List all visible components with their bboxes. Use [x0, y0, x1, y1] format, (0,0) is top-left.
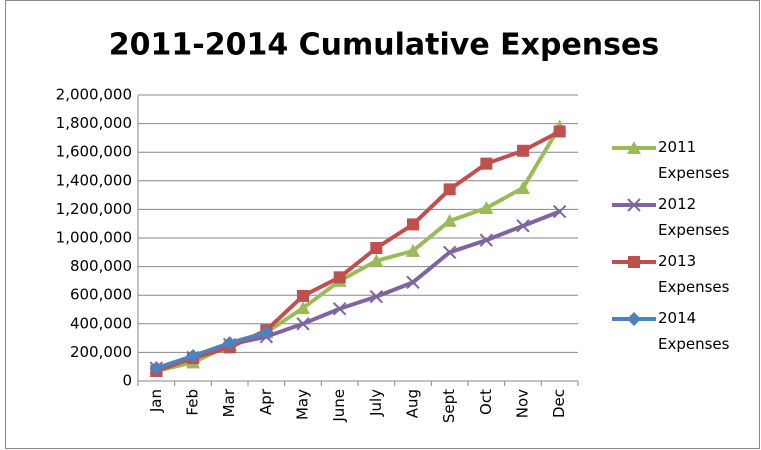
marker	[369, 289, 384, 304]
marker	[442, 213, 457, 227]
marker	[297, 289, 309, 302]
marker	[628, 256, 640, 268]
series	[149, 325, 274, 376]
y-tick-label: 200,000	[70, 343, 132, 361]
line	[155, 129, 561, 373]
x-tick-label: Aug	[404, 389, 422, 418]
legend-label-box: 2013 Expenses	[658, 252, 730, 296]
x-tick-label: Jan	[147, 389, 165, 413]
marker	[627, 141, 641, 154]
legend-label: 2011 Expenses	[658, 138, 730, 182]
y-tick-label: 1,600,000	[56, 143, 132, 161]
marker	[517, 144, 529, 157]
chart-border	[5, 0, 760, 449]
marker	[259, 325, 274, 340]
marker	[332, 302, 347, 316]
y-tick-label: 1,400,000	[56, 171, 132, 189]
chart-title: 2011-2014 Cumulative Expenses	[109, 28, 659, 63]
legend-label: 2012 Expenses	[658, 195, 730, 239]
y-tick-label: 1,200,000	[56, 200, 132, 218]
legend-label-box: 2014 Expenses	[658, 309, 730, 353]
x-tick-label: Dec	[550, 389, 568, 418]
x-tick-label: Sept	[440, 389, 458, 423]
x-tick-label: May	[294, 389, 312, 420]
marker	[516, 219, 530, 233]
marker	[443, 183, 456, 196]
y-tick-label: 600,000	[70, 286, 132, 304]
marker	[479, 233, 494, 247]
marker	[186, 348, 200, 363]
x-tick-label: Apr	[257, 388, 275, 415]
marker	[480, 157, 493, 170]
marker	[627, 312, 641, 326]
marker	[553, 125, 566, 138]
y-tick-label: 800,000	[70, 257, 132, 275]
legend-label-box: 2011 Expenses	[658, 138, 730, 182]
x-tick-label: June	[330, 389, 348, 423]
marker	[552, 204, 567, 219]
y-tick-label: 0	[122, 372, 132, 390]
y-tick-label: 400,000	[70, 314, 132, 332]
marker	[149, 361, 164, 376]
y-tick-label: 1,000,000	[56, 229, 132, 247]
x-tick-label: Feb	[184, 389, 202, 416]
marker	[222, 336, 237, 351]
marker	[369, 253, 384, 267]
legend-label: 2013 Expenses	[658, 252, 730, 296]
y-tick-label: 2,000,000	[56, 86, 132, 104]
x-tick-label: July	[367, 389, 385, 417]
marker	[296, 301, 310, 315]
marker	[406, 243, 420, 257]
marker	[333, 271, 346, 284]
marker	[407, 218, 419, 231]
marker	[479, 200, 494, 214]
x-tick-label: Nov	[514, 389, 532, 418]
marker	[406, 275, 420, 290]
marker	[442, 245, 457, 260]
y-tick-label: 1,800,000	[56, 114, 132, 132]
line	[155, 330, 267, 371]
marker	[370, 242, 383, 255]
marker	[627, 198, 641, 212]
marker	[296, 317, 310, 331]
marker	[516, 180, 530, 194]
legend-label-box: 2012 Expenses	[658, 195, 730, 239]
legend-label: 2014 Expenses	[658, 309, 730, 353]
x-tick-label: Mar	[220, 388, 238, 417]
x-tick-label: Oct	[477, 389, 495, 415]
